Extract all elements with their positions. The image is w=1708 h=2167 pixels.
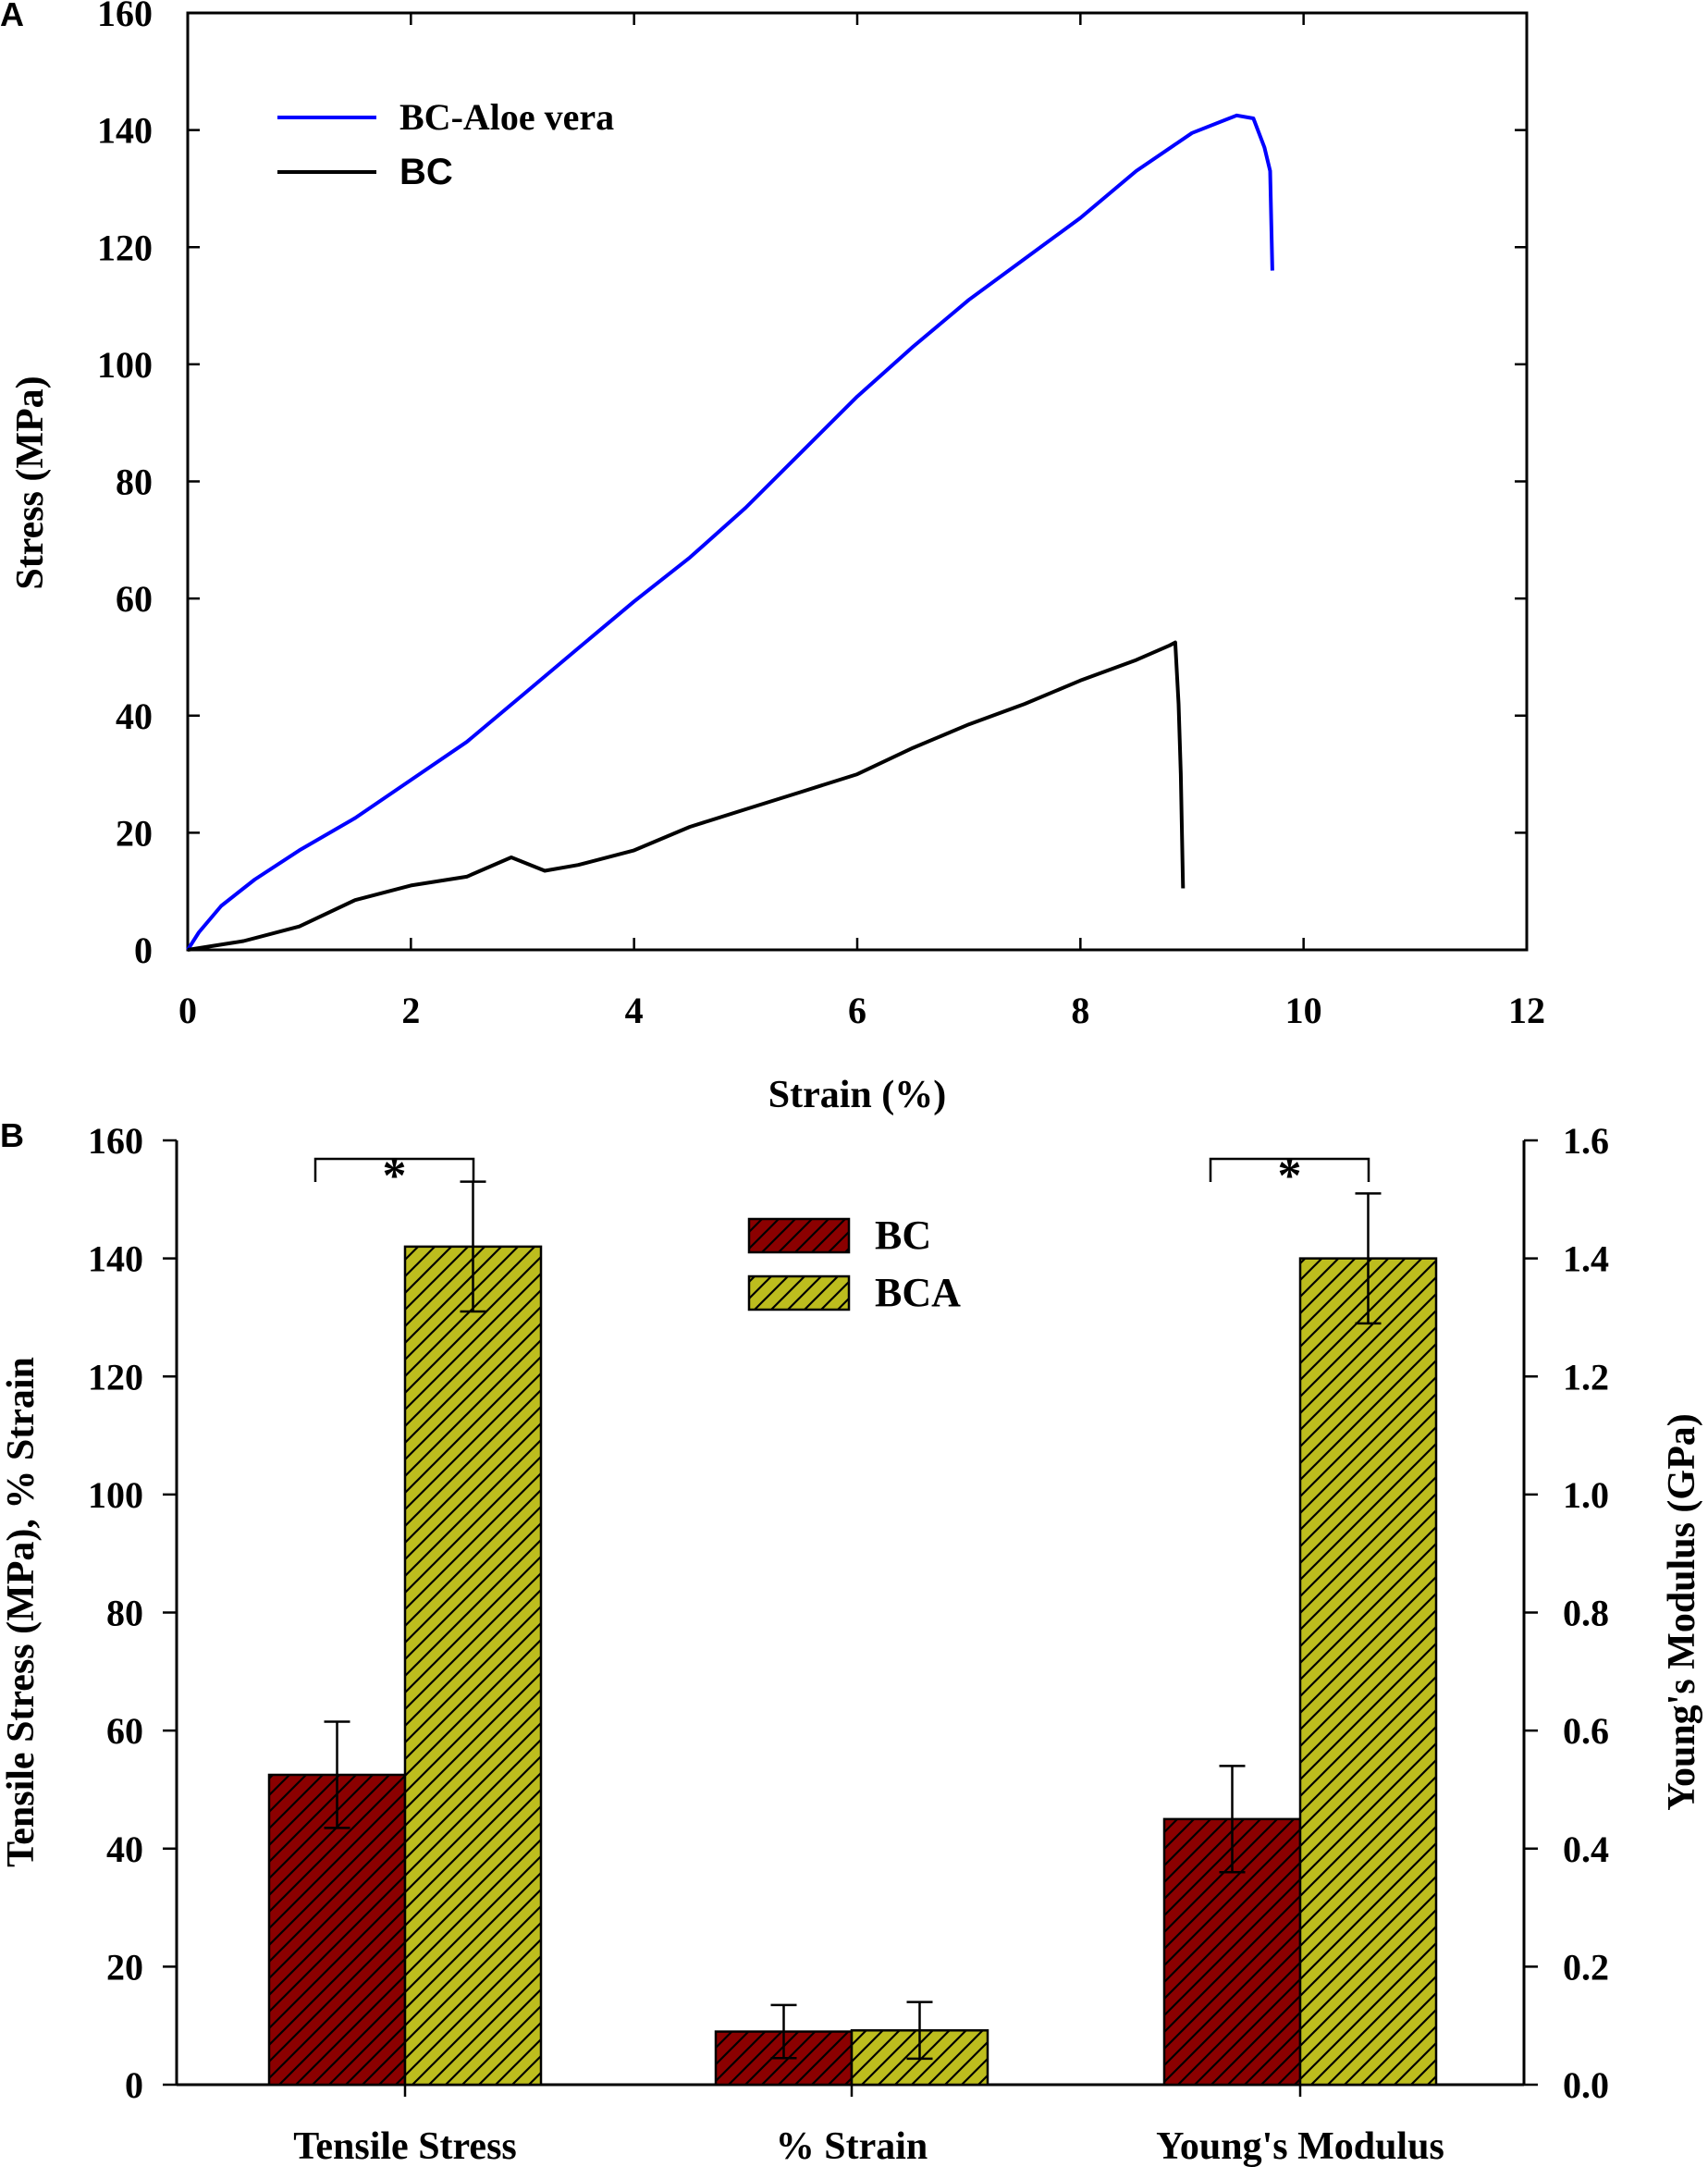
y-tick-label: 40 [106,1828,143,1870]
y-tick-label: 100 [88,1474,143,1516]
y-tick-label-right: 0.0 [1563,2064,1609,2106]
y-axis-title-left-b: Tensile Stress (MPa), % Strain [0,1357,43,1867]
category-label-young-s-modulus: Young's Modulus [1156,2125,1444,2167]
panel-label-b: B [0,1116,24,1154]
significance-brackets-b: * * [313,1150,1370,1202]
legend-b: BC BCA [747,1213,961,1315]
panel-b: B 0 20 40 60 80 100 120 140 160 0.0 0.2 0.4 0.6 0.8 1… [0,1116,1703,2167]
error-bars-b [324,1180,1382,2061]
y-axis-title-a: Stress (MPa) [9,376,52,589]
y-tick-label-right: 0.4 [1563,1828,1609,1870]
right-y-ticks-b: 0.0 0.2 0.4 0.6 0.8 1.0 1.2 1.4 1.6 [1524,1120,1609,2106]
x-tick-label: 10 [1285,990,1322,1031]
panel-label-a: A [0,0,24,33]
x-tick-label: 4 [625,990,644,1031]
panel-a: A 0 2 4 6 8 10 12 0 20 40 60 80 100 120 140 160 BC-Alo… [0,0,1545,1116]
y-tick-label: 160 [88,1120,143,1162]
x-tick-label: 2 [401,990,420,1031]
y-tick-label: 60 [106,1710,143,1752]
y-tick-label: 20 [116,812,153,854]
plot-frame-a [186,11,1529,952]
y-tick-label-right: 0.6 [1563,1710,1609,1752]
y-tick-label: 120 [88,1356,143,1397]
y-tick-label-right: 1.0 [1563,1474,1609,1516]
x-category-ticks-b: Tensile Stress % Strain Young's Modulus [293,2085,1444,2167]
y-tick-label-right: 1.4 [1563,1238,1609,1280]
significance-bracket-young-s-modulus [1209,1157,1370,1182]
y-tick-label: 60 [116,578,153,620]
x-tick-label: 12 [1508,990,1545,1031]
series-lines-a [186,113,1274,952]
y-tick-label-right: 1.6 [1563,1120,1609,1162]
y-tick-label: 80 [116,462,153,503]
bar-bca-tensile-stress [403,1245,543,2087]
legend-label-bc-aloe-vera: BC-Aloe vera [399,96,614,138]
y-tick-label-right: 0.8 [1563,1593,1609,1634]
y-tick-label: 120 [97,227,153,268]
y-tick-label: 40 [116,696,153,737]
category-label-tensile-stress: Tensile Stress [293,2125,517,2167]
y-tick-label: 160 [97,0,153,34]
x-tick-label: 0 [178,990,197,1031]
left-y-ticks-b: 0 20 40 60 80 100 120 140 160 [88,1120,177,2106]
bar-bca-young-s-modulus [1298,1257,1438,2087]
significance-bracket-tensile-stress [313,1157,475,1182]
x-tick-label: 6 [848,990,866,1031]
y-tick-label: 100 [97,344,153,386]
y-tick-label: 0 [134,930,153,971]
x-axis-title-a: Strain (%) [768,1074,947,1116]
x-tick-label: 8 [1071,990,1089,1031]
y-axis-ticks-a: 0 20 40 60 80 100 120 140 160 [97,0,1527,971]
bars-b [267,1245,1438,2087]
line-series-bc [187,640,1186,952]
y-tick-label-right: 0.2 [1563,1946,1609,1988]
y-axis-title-right-b: Young's Modulus (GPa) [1661,1413,1703,1810]
significance-marker-tensile-stress: * [383,1150,407,1202]
x-axis-ticks-a: 0 2 4 6 8 10 12 [178,13,1545,1031]
y-tick-label: 140 [88,1238,143,1280]
y-tick-label: 20 [106,1946,143,1988]
legend-label-bca: BCA [875,1270,961,1315]
y-tick-label: 80 [106,1593,143,1634]
y-tick-label: 0 [125,2064,143,2106]
category-label-strain: % Strain [776,2125,928,2167]
legend-swatch-bca [747,1274,851,1311]
legend-label-bc: BC [399,152,453,192]
y-tick-label: 140 [97,110,153,152]
significance-marker-young-s-modulus: * [1278,1150,1302,1202]
y-tick-label-right: 1.2 [1563,1356,1609,1397]
legend-label-bc: BC [875,1213,931,1258]
line-series-bc-aloe-vera [186,113,1274,952]
legend-swatch-bc [747,1217,851,1254]
legend-a: BC-Aloe vera BC [277,96,614,192]
